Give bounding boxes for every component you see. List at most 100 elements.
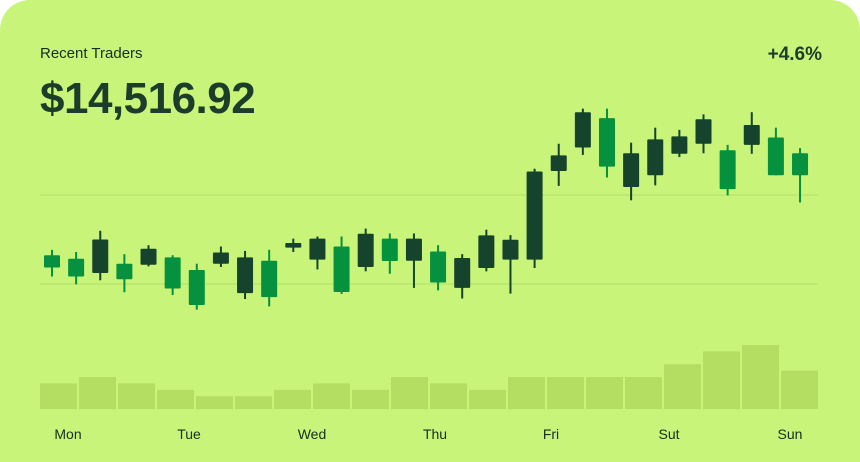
candle-body: [598, 118, 615, 167]
candle-body: [647, 139, 664, 176]
volume-bars: [40, 345, 818, 409]
candle-body: [381, 238, 398, 261]
candle-body: [574, 112, 591, 148]
x-tick-label: Sut: [658, 426, 679, 442]
x-axis-labels: Mon Tue Wed Thu Fri Sut Sun: [54, 426, 802, 442]
candle: [695, 114, 712, 154]
volume-bar: [664, 364, 701, 409]
candle: [671, 129, 688, 158]
volume-bar: [313, 383, 350, 409]
candle: [502, 235, 519, 294]
volume-bar: [781, 370, 818, 409]
candle-body: [430, 251, 447, 283]
candle-body: [792, 153, 809, 176]
candle-body: [526, 171, 543, 260]
candle-body: [502, 239, 519, 260]
candle: [212, 246, 229, 267]
candle: [623, 142, 640, 201]
volume-bar: [235, 396, 272, 409]
candle-body: [767, 137, 784, 176]
candle-body: [261, 260, 278, 298]
candle: [743, 112, 760, 154]
percent-change: +4.6%: [767, 44, 822, 65]
candle-body: [333, 246, 350, 292]
volume-bar: [40, 383, 77, 409]
candle-body: [719, 150, 736, 190]
volume-bar: [118, 383, 155, 409]
candle-body: [164, 257, 181, 289]
candle-body: [695, 119, 712, 144]
volume-bar: [547, 377, 584, 409]
candle: [309, 236, 326, 270]
candle-body: [743, 124, 760, 145]
candle: [381, 233, 398, 274]
candle: [792, 148, 809, 203]
portfolio-value: $14,516.92: [40, 74, 256, 123]
candle: [719, 144, 736, 196]
candle-body: [478, 235, 495, 269]
candle-body: [405, 238, 422, 261]
candle: [550, 143, 567, 186]
x-tick-label: Tue: [177, 426, 201, 442]
candle-body: [623, 153, 640, 187]
candle: [647, 127, 664, 186]
volume-bar: [196, 396, 233, 409]
volume-bar: [391, 377, 428, 409]
volume-bar: [352, 389, 389, 409]
volume-bar: [586, 377, 623, 409]
candle: [188, 263, 205, 310]
candle: [357, 228, 374, 272]
candle: [285, 238, 302, 252]
candle-body: [309, 238, 326, 260]
candle: [237, 250, 254, 300]
grid-lines: [40, 194, 818, 285]
candle-body: [357, 233, 374, 267]
candle-body: [116, 263, 133, 280]
candles: [44, 108, 809, 310]
candle-body: [285, 243, 302, 248]
candle: [68, 251, 85, 285]
candle: [478, 229, 495, 272]
candle: [767, 127, 784, 176]
candle: [598, 108, 615, 178]
volume-bar: [508, 377, 545, 409]
candle: [261, 249, 278, 307]
candle-body: [44, 255, 60, 268]
volume-bar: [157, 389, 194, 409]
volume-bar: [742, 345, 779, 409]
candle: [430, 245, 447, 291]
candle-body: [92, 239, 109, 273]
x-tick-label: Thu: [423, 426, 447, 442]
candle-body: [140, 248, 157, 265]
candle: [116, 254, 133, 293]
candle-body: [237, 257, 254, 294]
x-tick-label: Sun: [778, 426, 803, 442]
candle: [44, 249, 60, 277]
candle: [526, 168, 543, 269]
candle: [454, 254, 471, 299]
volume-bar: [430, 383, 467, 409]
candle: [92, 230, 109, 281]
candle: [140, 245, 157, 267]
candle-body: [212, 252, 229, 264]
volume-bar: [79, 377, 116, 409]
candle: [333, 236, 350, 294]
volume-bar: [469, 389, 506, 409]
candle-body: [454, 257, 471, 288]
candle-body: [550, 155, 567, 171]
candle: [164, 255, 181, 295]
volume-bar: [625, 377, 662, 409]
x-tick-label: Mon: [54, 426, 81, 442]
card-title: Recent Traders: [40, 45, 143, 62]
candle: [574, 108, 591, 155]
candle-body: [188, 269, 205, 306]
volume-bar: [703, 351, 740, 409]
x-tick-label: Wed: [298, 426, 327, 442]
x-tick-label: Fri: [543, 426, 559, 442]
candle: [405, 233, 422, 288]
candle-body: [68, 258, 85, 277]
volume-bar: [274, 389, 311, 409]
candle-body: [671, 136, 688, 154]
